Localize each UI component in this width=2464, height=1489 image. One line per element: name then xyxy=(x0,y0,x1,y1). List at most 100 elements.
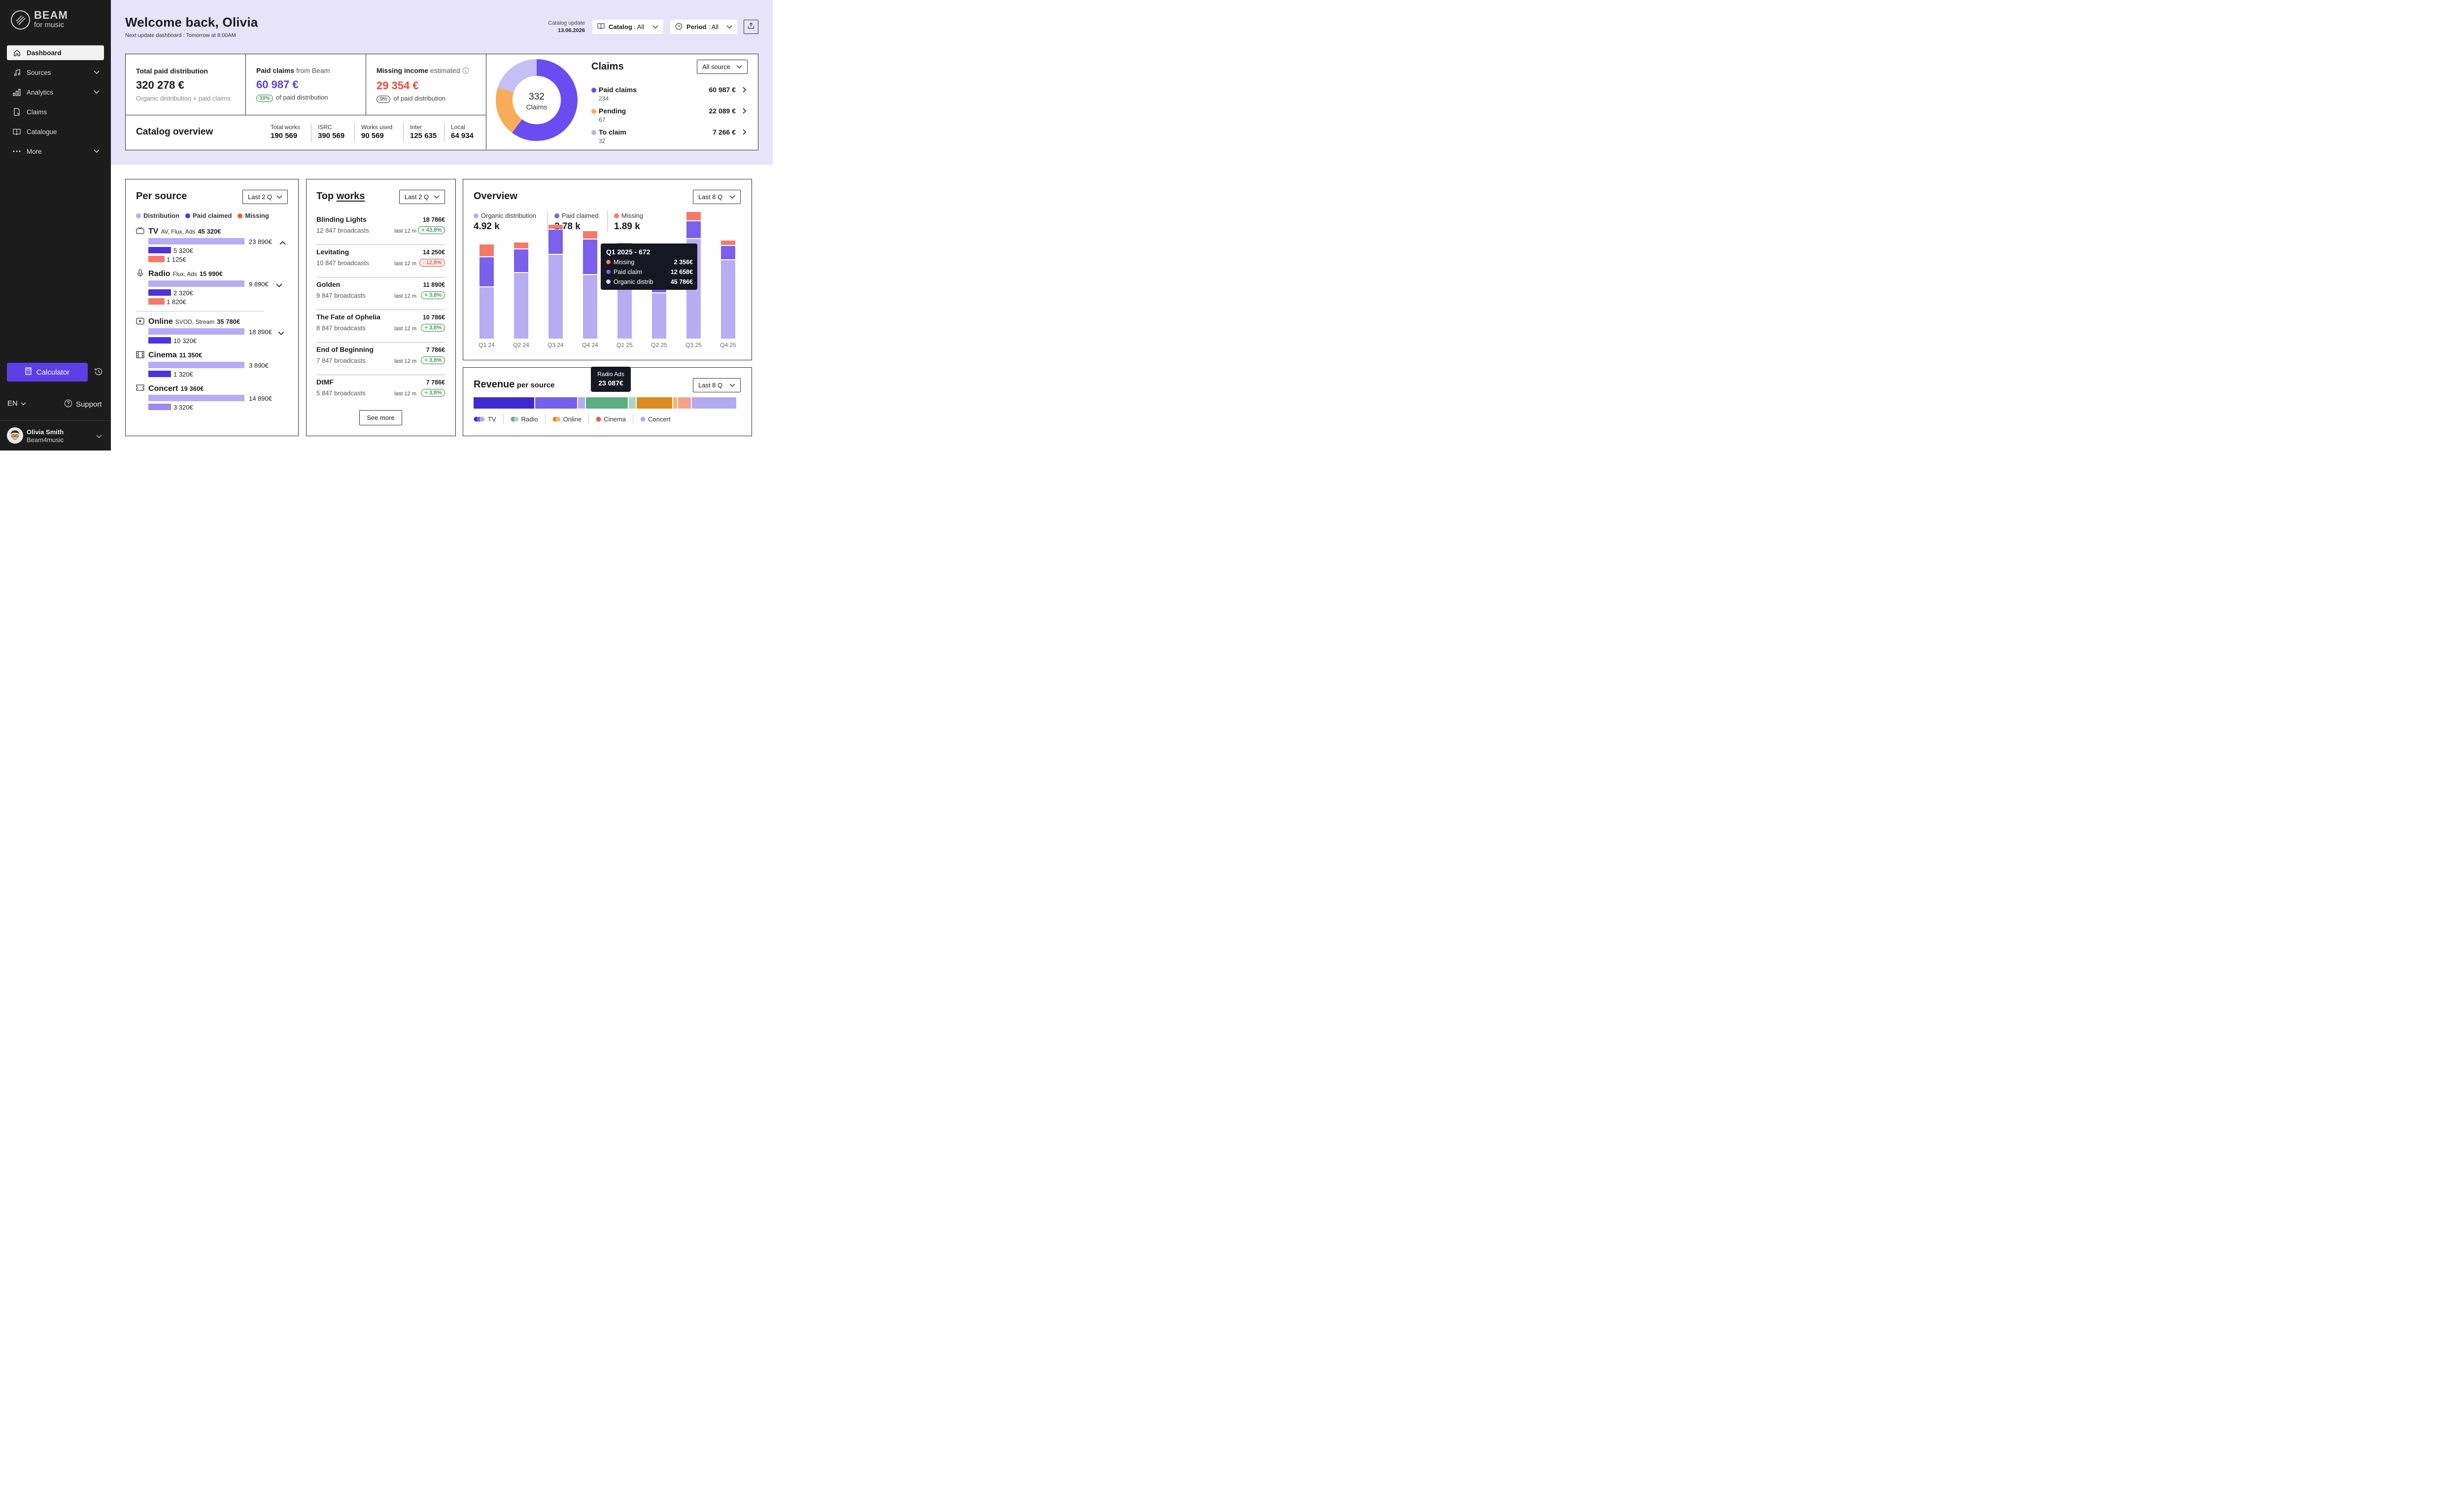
stat-subtext: Organic distribution + paid claims xyxy=(136,95,231,102)
period-filter[interactable]: Period : All xyxy=(670,20,737,34)
bar-segment-paid-claim[interactable] xyxy=(514,249,528,273)
see-more-button[interactable]: See more xyxy=(359,410,402,425)
top-works-period-dropdown[interactable]: Last 2 Q xyxy=(399,190,445,204)
bar-segment-paid-claim[interactable] xyxy=(583,240,597,275)
revenue-segment-tv[interactable] xyxy=(578,397,585,409)
revenue-segment-radio[interactable] xyxy=(586,397,628,409)
bar-segment-organic-distrib[interactable] xyxy=(548,254,563,339)
catalog-stat: Works used 90 569 xyxy=(361,124,392,140)
bar-segment-organic-distrib[interactable] xyxy=(479,287,494,339)
distribution-bar xyxy=(148,395,244,401)
distribution-value: 23 890€ xyxy=(249,238,272,245)
calculator-button[interactable]: Calculator xyxy=(7,363,88,381)
revenue-title-suffix: per source xyxy=(516,381,555,389)
source-row-concert[interactable]: Concert 19 360€ xyxy=(148,384,204,393)
catalog-filter[interactable]: Catalog : All xyxy=(592,20,663,34)
x-axis-label: Q2 24 xyxy=(513,342,529,348)
clock-icon xyxy=(675,23,683,32)
bar-segment-organic-distrib[interactable] xyxy=(514,273,528,339)
catalog-stat-value: 64 934 xyxy=(451,132,474,140)
bar-segment-organic-distrib[interactable] xyxy=(583,275,597,339)
tooltip-label: Radio Ads xyxy=(597,371,624,378)
source-name: Cinema xyxy=(148,351,177,359)
top-work-row[interactable]: The Fate of Ophelia 8 847 broadcasts 10 78… xyxy=(316,310,445,343)
work-change-badge: - 12,8% xyxy=(419,259,445,267)
claim-row-pending[interactable]: Pending 67 22 089 € xyxy=(591,107,749,127)
top-work-row[interactable]: End of Beginning 7 847 broadcasts 7 786€ la… xyxy=(316,343,445,375)
overview-stat-label: Organic distribution xyxy=(481,212,536,219)
bar-segment-missing[interactable] xyxy=(721,240,735,245)
x-axis-label: Q4 24 xyxy=(582,342,598,348)
bar-segment-organic-distrib[interactable] xyxy=(721,260,735,339)
bar-segment-organic-distrib[interactable] xyxy=(652,293,666,339)
top-work-row[interactable]: Golden 9 847 broadcasts 11 890€ last 12 m + … xyxy=(316,277,445,310)
per-source-period-dropdown[interactable]: Last 2 Q xyxy=(242,190,288,204)
distribution-value: 18 890€ xyxy=(249,328,272,336)
logo-icon xyxy=(11,10,30,30)
top-works-title-link[interactable]: works xyxy=(336,191,365,202)
calculator-label: Calculator xyxy=(36,368,70,377)
info-icon[interactable] xyxy=(462,67,469,75)
top-work-row[interactable]: Blinding Lights 12 847 broadcasts 18 786€ l… xyxy=(316,212,445,245)
source-row-cinema[interactable]: Cinema 11 350€ xyxy=(148,351,202,360)
chevron-down-icon[interactable] xyxy=(276,281,282,290)
catalog-stat-value: 190 569 xyxy=(271,132,298,140)
bar-segment-missing[interactable] xyxy=(583,231,597,239)
paid-claimed-value: 1 320€ xyxy=(173,371,193,378)
support-link[interactable]: Support xyxy=(64,399,102,410)
bar-segment-missing[interactable] xyxy=(686,211,701,220)
revenue-segment-tv[interactable] xyxy=(474,397,534,409)
bar-segment-missing[interactable] xyxy=(514,242,528,249)
distribution-value: 3 890€ xyxy=(249,362,269,369)
x-axis-label: Q3 25 xyxy=(685,342,702,348)
period-label: Last 2 Q xyxy=(248,193,273,201)
sidebar-item-sources[interactable]: Sources xyxy=(7,65,104,80)
chevron-up-icon[interactable] xyxy=(279,239,286,247)
donut-segment-to-claim[interactable] xyxy=(496,59,578,141)
source-filter-dropdown[interactable]: All source xyxy=(697,60,748,74)
claim-row-to-claim[interactable]: To claim 32 7 266 € xyxy=(591,128,749,148)
bar-segment-paid-claim[interactable] xyxy=(686,221,701,238)
bar-segment-missing[interactable] xyxy=(548,224,563,229)
export-button[interactable] xyxy=(744,20,758,34)
sidebar-item-more[interactable]: More xyxy=(7,144,104,159)
overview-period-dropdown[interactable]: Last 8 Q xyxy=(693,190,741,204)
stat-value: 60 987 € xyxy=(256,78,299,91)
sidebar-item-catalogue[interactable]: Catalogue xyxy=(7,124,104,139)
top-work-row[interactable]: Levitating 10 847 broadcasts 14 250€ last 1… xyxy=(316,245,445,277)
bar-segment-missing[interactable] xyxy=(479,244,494,257)
top-work-row[interactable]: DtMF 5 847 broadcasts 7 786€ last 12 m + 3,8… xyxy=(316,375,445,408)
overview-stat-value: 2.78 k xyxy=(554,221,581,232)
work-period: last 12 m xyxy=(394,261,416,267)
donut-segment-pending[interactable] xyxy=(496,59,578,141)
sidebar-item-claims[interactable]: Claims xyxy=(7,104,104,119)
revenue-segment-cinema[interactable] xyxy=(678,397,691,409)
revenue-segment-online[interactable] xyxy=(637,397,672,409)
language-selector[interactable]: EN xyxy=(7,399,26,408)
revenue-segment-tv[interactable] xyxy=(535,397,577,409)
user-menu[interactable]: Olivia Smith Beam4music xyxy=(0,420,111,450)
sidebar-item-dashboard[interactable]: Dashboard xyxy=(7,45,104,60)
history-icon[interactable] xyxy=(94,367,104,378)
claim-count: 32 xyxy=(599,138,606,144)
x-axis-label: Q1 24 xyxy=(479,342,495,348)
sidebar-item-analytics[interactable]: Analytics xyxy=(7,85,104,100)
chevron-down-icon[interactable] xyxy=(278,329,284,338)
source-row-radio[interactable]: Radio Flux, Ads 15 990€ xyxy=(148,270,223,278)
revenue-segment-online[interactable] xyxy=(673,397,678,409)
source-row-online[interactable]: Online SVOD, Stream 35 780€ xyxy=(148,317,240,326)
bar-segment-paid-claim[interactable] xyxy=(479,257,494,286)
chevron-down-icon xyxy=(21,399,26,408)
distribution-value: 9 890€ xyxy=(249,280,269,288)
revenue-segment-radio[interactable] xyxy=(628,397,636,409)
source-tags: SVOD, Stream xyxy=(175,318,215,325)
source-row-tv[interactable]: TV AV, Flux, Ads 45 320€ xyxy=(148,227,221,236)
revenue-segment-concert[interactable] xyxy=(691,397,736,409)
bar-segment-paid-claim[interactable] xyxy=(548,230,563,254)
catalog-stat: Inter 125 635 xyxy=(410,124,437,140)
legend-label: Paid claimed xyxy=(192,212,232,219)
chevron-down-icon xyxy=(89,70,104,74)
revenue-period-dropdown[interactable]: Last 8 Q xyxy=(693,378,741,392)
claim-row-paid[interactable]: Paid claims 234 60 987 € xyxy=(591,86,749,105)
bar-segment-paid-claim[interactable] xyxy=(721,246,735,260)
